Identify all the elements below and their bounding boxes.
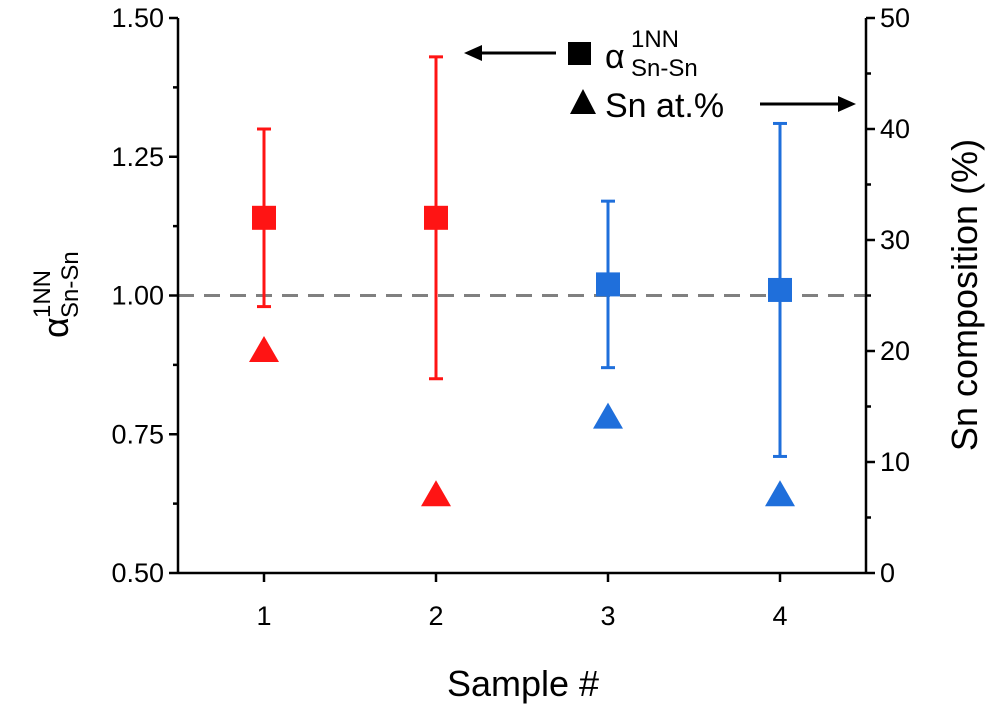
- triangle-point: [765, 480, 795, 507]
- legend-triangle-marker: [570, 89, 596, 114]
- legend-arrowhead-right: [838, 96, 856, 112]
- legend-label-sub: Sn-Sn: [631, 55, 698, 82]
- legend-square-marker: [568, 42, 591, 65]
- left-tick-label: 1.25: [111, 142, 164, 172]
- left-tick-label: 1.00: [111, 281, 164, 311]
- legend-label-sn: Sn at.%: [605, 87, 724, 125]
- square-point: [252, 205, 276, 230]
- legend-label-alpha: α: [605, 38, 625, 76]
- left-tick-label: 0.50: [111, 558, 164, 588]
- left-axis-title-sub: Sn-Sn: [57, 251, 84, 318]
- right-tick-label: 40: [880, 114, 910, 144]
- right-tick-label: 0: [880, 558, 895, 588]
- left-tick-label: 0.75: [111, 419, 164, 449]
- x-tick-label: 2: [428, 601, 443, 631]
- left-axis-title-sup: 1NN: [29, 270, 56, 318]
- right-tick-label: 30: [880, 225, 910, 255]
- legend-label-sup: 1NN: [631, 26, 679, 53]
- x-axis-title: Sample #: [447, 663, 599, 704]
- square-point: [768, 277, 792, 302]
- triangle-point: [593, 402, 623, 429]
- right-tick-label: 50: [880, 3, 910, 33]
- square-point: [596, 272, 620, 297]
- left-tick-label: 1.50: [111, 3, 164, 33]
- data-marks: [249, 55, 795, 507]
- legend-arrowhead-left: [464, 45, 482, 61]
- x-tick-label: 3: [600, 601, 615, 631]
- square-point: [424, 205, 448, 230]
- x-tick-label: 1: [256, 601, 271, 631]
- triangle-point: [421, 480, 451, 507]
- left-axis-title-symbol: α: [35, 317, 76, 338]
- right-tick-label: 10: [880, 447, 910, 477]
- triangle-point: [249, 336, 279, 362]
- x-tick-label: 4: [772, 601, 787, 631]
- right-tick-label: 20: [880, 336, 910, 366]
- right-axis-title: Sn composition (%): [944, 139, 985, 451]
